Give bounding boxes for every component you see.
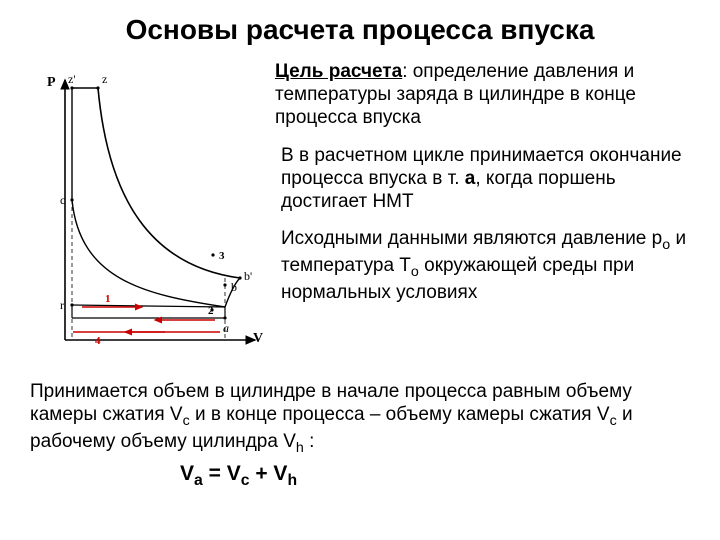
f-va: V [180,462,194,485]
bottom-section: Принимается объем в цилиндре в начале пр… [30,380,690,490]
paragraph-1: В в расчетном цикле принимается окончани… [275,144,690,214]
svg-text:a: a [223,321,229,335]
paragraph-3: Принимается объем в цилиндре в начале пр… [30,380,690,458]
formula: Va = Vс + Vh [180,462,690,490]
goal-paragraph: Цель расчета: определение давления и тем… [275,60,690,130]
goal-label: Цель расчета [275,61,402,82]
sub-c-2: с [610,413,617,429]
svg-text:1: 1 [105,293,111,305]
p2a: Исходными данными являются давление р [281,228,662,249]
sub-h-2: h [287,472,297,489]
sub-o-1: о [662,237,670,253]
sub-c-3: с [241,472,250,489]
right-column: Цель расчета: определение давления и тем… [275,60,690,370]
f-plus: + V [250,462,288,485]
svg-text:V: V [253,331,263,346]
svg-text:4: 4 [95,335,101,347]
p1-point: а [465,168,476,189]
pv-diagram: PVz'zcrabb'3214 [30,60,265,370]
svg-text:c: c [60,193,65,207]
svg-text:b: b [231,280,237,294]
sub-h-1: h [296,440,304,456]
sub-c-1: с [183,413,190,429]
b-d: : [304,431,315,452]
svg-text:b': b' [244,269,252,283]
svg-text:z: z [102,72,107,86]
page-title: Основы расчета процесса впуска [30,14,690,46]
sub-o-2: о [411,264,419,280]
svg-text:P: P [47,75,56,90]
svg-text:3: 3 [219,250,225,262]
sub-a: a [194,472,203,489]
svg-text:z': z' [68,72,76,86]
b-b: и в конце процесса – объему камеры сжати… [190,404,610,425]
upper-section: PVz'zcrabb'3214 Цель расчета: определени… [30,60,690,370]
svg-text:r: r [60,298,64,312]
paragraph-2: Исходными данными являются давление ро и… [275,227,690,305]
f-eq: = V [203,462,241,485]
